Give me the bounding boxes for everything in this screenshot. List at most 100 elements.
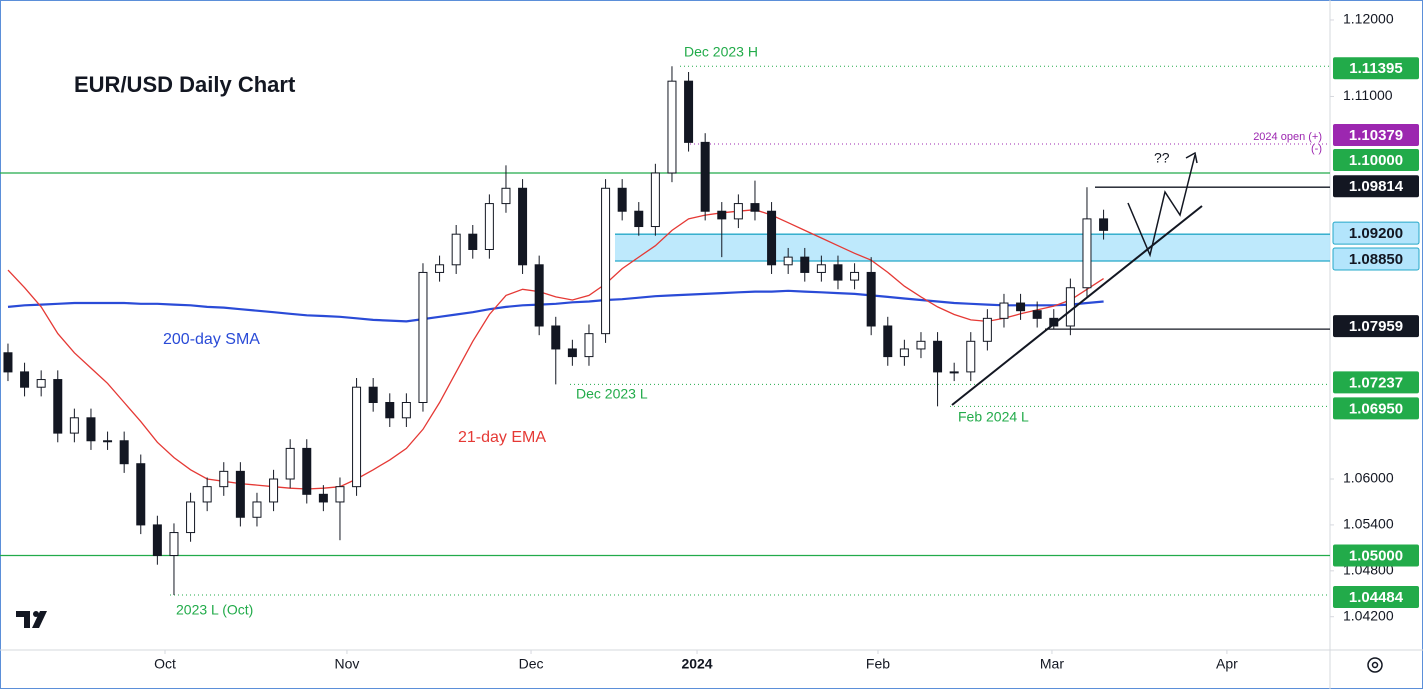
candle-body (534, 264, 544, 327)
candle-body (816, 264, 826, 273)
candle-body (468, 233, 478, 250)
y-tick-label: 1.12000 (1343, 11, 1394, 27)
candle-body (20, 371, 30, 388)
x-tick-label: Apr (1216, 656, 1238, 672)
level-label-box (1333, 175, 1419, 198)
level-label: 1.09814 (1349, 178, 1404, 195)
series-label: 200-day SMA (163, 331, 260, 348)
level-label-box (1333, 57, 1419, 80)
candle-body (252, 501, 262, 518)
settings-icon[interactable] (1367, 657, 1383, 673)
candle-body (302, 447, 312, 495)
candle-body (285, 447, 295, 480)
candle-body (982, 317, 992, 342)
candle-body (883, 325, 893, 358)
candle-body (136, 463, 146, 526)
candle-body (899, 348, 909, 358)
candle-body (518, 187, 528, 266)
level-label-box (1332, 221, 1420, 245)
annotation: ?? (1154, 150, 1170, 166)
level-label: 1.09200 (1349, 225, 1403, 242)
chart-title: EUR/USD Daily Chart (74, 72, 296, 97)
candle-body (202, 486, 212, 503)
level-label: 1.11395 (1349, 60, 1402, 77)
candle-body (999, 302, 1009, 319)
trend-line (951, 205, 1203, 406)
candle-body (650, 172, 660, 228)
level-label-box (1333, 148, 1419, 171)
candle-body (86, 417, 96, 442)
level-label-box (1333, 315, 1419, 338)
annotation: Dec 2023 H (684, 44, 758, 60)
candle-body (169, 532, 179, 557)
candle-body (385, 402, 395, 419)
candle-body (219, 470, 229, 488)
projection-arrowhead (1185, 151, 1198, 164)
level-label: 1.04484 (1349, 589, 1404, 606)
logo-part (33, 611, 39, 617)
candle-body (352, 386, 362, 488)
candle-body (119, 440, 129, 465)
candle-body (484, 203, 494, 250)
x-tick-label: Oct (154, 656, 176, 672)
candle-body (684, 80, 694, 143)
candle-body (634, 210, 644, 228)
y-tick-label: 1.11000 (1343, 87, 1393, 103)
x-tick-label: Nov (334, 656, 359, 672)
candle-body (1082, 218, 1092, 289)
candle-body (617, 187, 627, 212)
candle-body (368, 386, 378, 404)
level-label-box (1333, 585, 1419, 608)
settings-gear[interactable] (1367, 657, 1383, 673)
tradingview-logo (16, 611, 47, 628)
level-label-box (1333, 544, 1419, 567)
settings-gear-center[interactable] (1371, 661, 1379, 669)
candle-body (933, 340, 943, 373)
candle-body (435, 264, 445, 273)
level-label-box (1333, 371, 1419, 394)
candle-body (152, 524, 162, 557)
candle-body (1065, 287, 1075, 327)
candle-body (3, 352, 13, 373)
logo-part (32, 611, 47, 628)
candle-body (36, 379, 46, 388)
candle-body (767, 210, 777, 266)
ma-line (7, 209, 1104, 490)
level-label: 1.05000 (1349, 547, 1403, 564)
candle-body (235, 470, 245, 518)
candle-body (103, 440, 113, 443)
annotation: 2024 open (+) (1253, 131, 1322, 143)
candle-body (866, 271, 876, 327)
candle-body (1099, 218, 1109, 231)
x-tick-label: Feb (866, 656, 890, 672)
candle-body (733, 203, 743, 220)
candle-body (717, 210, 727, 220)
y-tick-label: 1.06000 (1343, 470, 1394, 486)
candle-body (949, 371, 959, 374)
level-label: 1.07237 (1349, 374, 1403, 391)
candle-body (916, 340, 926, 350)
candle-body (966, 340, 976, 373)
candle-body (850, 271, 860, 281)
candle-body (335, 486, 345, 503)
overlay (951, 151, 1203, 406)
x-tick-label: Dec (519, 656, 544, 672)
level-label-box (1333, 123, 1419, 146)
candle-body (451, 233, 461, 266)
candle-body (584, 333, 594, 358)
candle-body (401, 402, 411, 419)
annotation: Dec 2023 L (576, 386, 648, 402)
candle-body (601, 187, 611, 335)
level-label: 1.08850 (1349, 251, 1403, 268)
annotation: 2023 L (Oct) (176, 602, 253, 618)
level-label: 1.07959 (1349, 318, 1403, 335)
candle-body (833, 264, 843, 281)
level-label-box (1333, 397, 1419, 420)
candle-body (318, 493, 328, 503)
level-label: 1.10000 (1349, 152, 1403, 169)
candle-body (186, 501, 196, 534)
logo-part (16, 611, 30, 628)
